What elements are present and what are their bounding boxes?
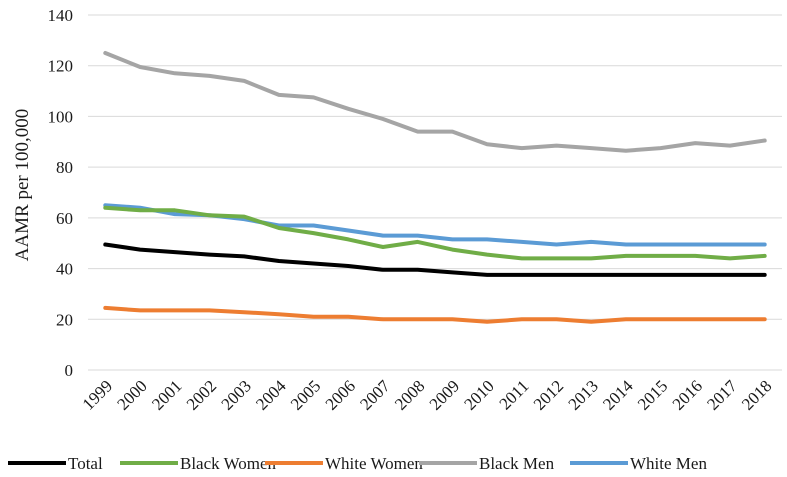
x-tick-label: 2001: [148, 376, 185, 413]
x-tick-label: 2004: [252, 376, 290, 414]
x-tick-label: 2000: [113, 376, 150, 413]
x-tick-label: 2017: [703, 376, 741, 414]
x-tick-label: 2002: [183, 376, 220, 413]
series-line-white-women: [103, 305, 767, 324]
series-line-black-men: [103, 51, 767, 153]
x-tick-label: 2010: [460, 376, 497, 413]
legend-label-white-men: White Men: [630, 454, 707, 473]
y-tick-label: 80: [56, 158, 73, 177]
x-tick-label: 2008: [391, 376, 428, 413]
x-tick-label: 2015: [634, 376, 671, 413]
y-tick-label: 140: [48, 6, 74, 25]
x-tick-label: 2006: [322, 376, 359, 413]
y-tick-label: 40: [56, 260, 73, 279]
legend-label-black-men: Black Men: [479, 454, 555, 473]
y-axis-tick-labels: 0 20 40 60 80 100 120 140: [48, 6, 74, 380]
x-tick-label: 2007: [356, 376, 394, 414]
series-lines: [103, 51, 767, 324]
x-tick-label: 2009: [426, 376, 463, 413]
x-tick-label: 2011: [496, 376, 533, 413]
x-tick-label: 2005: [287, 376, 324, 413]
legend-label-total: Total: [68, 454, 103, 473]
y-tick-label: 0: [65, 361, 74, 380]
x-tick-label: 2018: [738, 376, 775, 413]
series-line-total: [103, 242, 767, 277]
x-axis-tick-labels: 1999200020012002200320042005200620072008…: [79, 376, 776, 414]
legend-label-white-women: White Women: [325, 454, 423, 473]
y-tick-label: 60: [56, 209, 73, 228]
y-tick-label: 100: [48, 107, 74, 126]
gridlines: [88, 14, 782, 371]
y-axis-title: AAMR per 100,000: [12, 109, 33, 262]
x-tick-label: 1999: [79, 376, 116, 413]
series-line-white-men: [103, 203, 767, 247]
x-tick-label: 2003: [218, 376, 255, 413]
y-tick-label: 120: [48, 57, 74, 76]
x-tick-label: 2012: [530, 376, 567, 413]
series-line-black-women: [103, 205, 767, 261]
legend: Total Black Women White Women Black Men Whit…: [8, 454, 707, 473]
legend-label-black-women: Black Women: [180, 454, 277, 473]
x-tick-label: 2016: [669, 376, 706, 413]
x-tick-label: 2014: [599, 376, 637, 414]
y-tick-label: 20: [56, 310, 73, 329]
x-tick-label: 2013: [565, 376, 602, 413]
